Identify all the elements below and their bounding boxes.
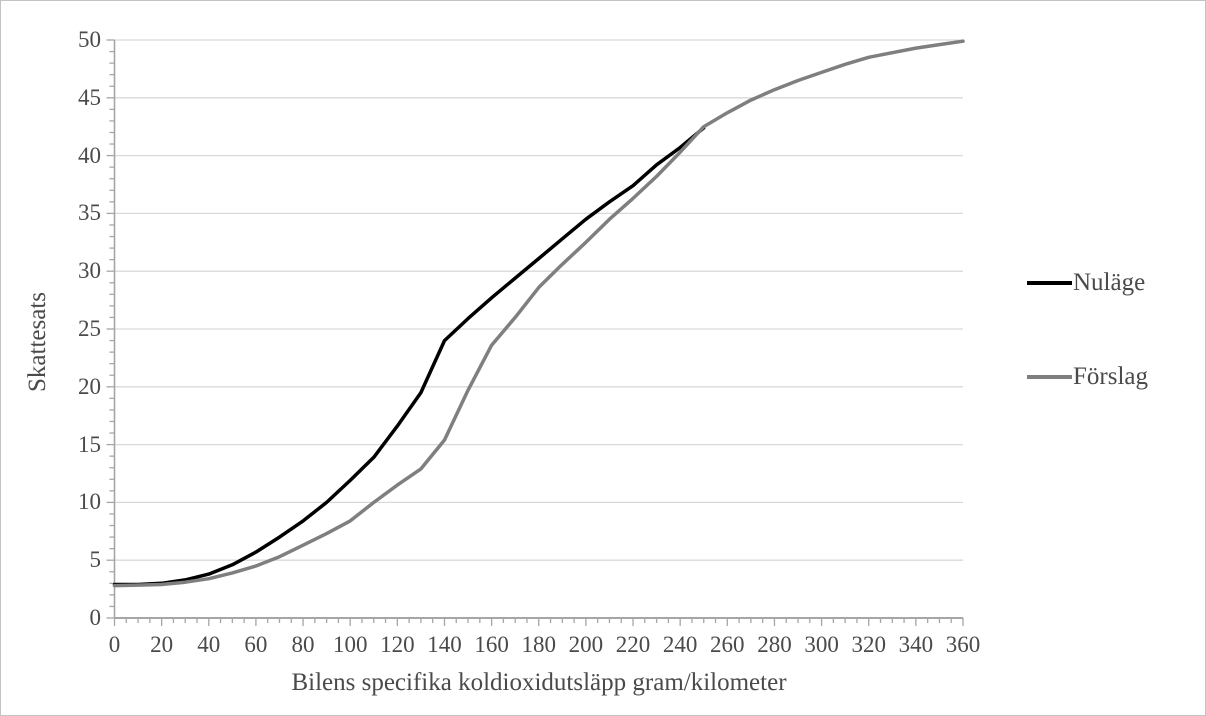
- y-axis-title: Skattesats: [24, 292, 51, 392]
- x-tick-label: 140: [427, 632, 462, 657]
- x-tick-label: 320: [851, 632, 886, 657]
- y-tick-label: 45: [78, 84, 101, 110]
- legend-label-nulage: Nuläge: [1073, 269, 1146, 296]
- x-tick-label: 100: [332, 632, 368, 657]
- y-tick-label: 30: [78, 258, 101, 284]
- legend-item-forslag: Förslag: [1027, 363, 1148, 391]
- y-tick-label: 20: [78, 373, 101, 399]
- y-tick-label: 5: [89, 547, 102, 573]
- x-tick-label: 20: [150, 632, 174, 657]
- curve-forslag: [112, 39, 965, 588]
- x-tick-label: 240: [662, 632, 698, 657]
- x-tick-label: 80: [291, 632, 315, 657]
- x-tick-label: 180: [521, 632, 557, 657]
- y-tick-label: 10: [78, 489, 101, 515]
- curve-nulage: [112, 126, 706, 587]
- x-tick-label: 160: [474, 632, 509, 657]
- x-tick-label: 360: [945, 632, 981, 657]
- x-tick-label: 40: [197, 632, 221, 657]
- x-tick-label: 280: [757, 632, 792, 657]
- y-tick-label: 25: [78, 316, 101, 341]
- legend-item-nulage: Nuläge: [1027, 269, 1145, 297]
- x-tick-label: 200: [568, 632, 604, 657]
- y-tick-label: 0: [89, 605, 102, 630]
- y-tick-label: 35: [78, 200, 101, 226]
- x-tick-label: 260: [710, 632, 745, 657]
- x-tick-label: 120: [380, 632, 415, 657]
- forslag-line-swatch: [1027, 375, 1072, 379]
- x-axis-title: Bilens specifika koldioxidutsläpp gram/k…: [291, 669, 787, 696]
- y-tick-label: 15: [78, 431, 101, 457]
- x-tick-label: 0: [108, 632, 121, 657]
- x-tick-label: 60: [244, 632, 268, 657]
- nulage-line-swatch: [1027, 281, 1072, 285]
- x-tick-label: 220: [615, 632, 651, 657]
- y-tick-label: 50: [78, 27, 101, 52]
- y-tick-label: 40: [78, 142, 101, 168]
- x-tick-label: 340: [898, 632, 934, 657]
- x-tick-label: 300: [804, 632, 839, 657]
- legend-label-forslag: Förslag: [1073, 363, 1148, 390]
